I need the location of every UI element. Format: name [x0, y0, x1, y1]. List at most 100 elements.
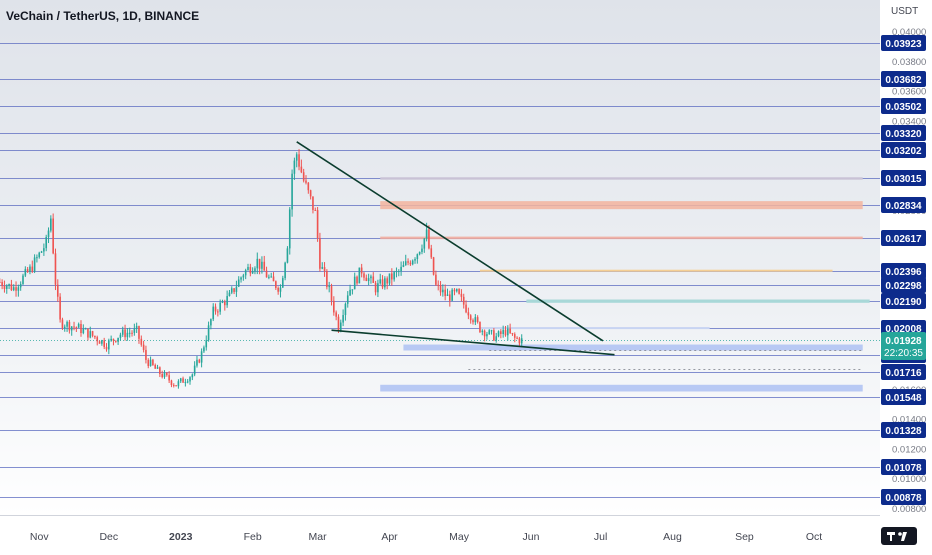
- candle-body: [500, 331, 502, 334]
- candle-body: [275, 281, 277, 288]
- candle-body: [474, 317, 477, 323]
- candle-body: [249, 266, 252, 274]
- level-label-text: 0.03015: [885, 174, 922, 185]
- candle-body: [172, 385, 175, 387]
- candle-body: [465, 304, 467, 313]
- time-tick-label: Sep: [735, 531, 754, 543]
- level-label-box: [881, 170, 926, 186]
- candle-body: [481, 330, 484, 333]
- candle-body: [302, 172, 305, 181]
- price-tick-label: 0.01200: [892, 444, 926, 455]
- candle-body: [458, 288, 460, 294]
- candle-body: [335, 312, 337, 317]
- candle-body: [367, 278, 370, 281]
- candle-body: [349, 289, 351, 296]
- time-tick-label: 2023: [169, 531, 193, 543]
- candle-body: [439, 285, 442, 293]
- trendline-upper[interactable]: [296, 141, 604, 342]
- level-label-text: 0.00878: [885, 493, 922, 504]
- candle-body: [277, 287, 279, 292]
- level-label-text: 0.02834: [885, 201, 922, 212]
- trendline-lower[interactable]: [331, 329, 615, 356]
- currency-label: USDT: [891, 6, 919, 17]
- candle-body: [351, 289, 354, 291]
- candle-body: [346, 295, 349, 304]
- candle-body: [319, 237, 321, 269]
- price-tick-label: 0.01000: [892, 474, 926, 485]
- candle-body: [286, 248, 289, 263]
- candle-body: [490, 330, 493, 332]
- candle-body: [511, 333, 514, 335]
- candle-body: [328, 286, 331, 288]
- candle-body: [175, 385, 177, 387]
- time-tick-label: May: [449, 531, 470, 543]
- candle-body: [288, 209, 291, 249]
- candle-body: [388, 273, 391, 284]
- candle-body: [131, 332, 133, 334]
- candle-body: [330, 286, 333, 301]
- candle-body: [10, 284, 13, 291]
- candle-body: [374, 282, 377, 293]
- candle-body: [486, 334, 488, 337]
- candle-body: [265, 270, 268, 278]
- level-label-box: [881, 142, 926, 158]
- level-label-text: 0.02617: [885, 234, 922, 245]
- candle-body: [476, 317, 479, 322]
- candle-body: [483, 330, 486, 337]
- candle-body: [45, 237, 48, 249]
- candle-body: [358, 267, 361, 284]
- candle-body: [91, 331, 94, 336]
- candle-body: [300, 166, 303, 173]
- candle-body: [393, 272, 395, 280]
- level-label-text: 0.03202: [885, 146, 922, 157]
- candle-body: [214, 306, 217, 312]
- time-tick-label: Aug: [663, 531, 682, 543]
- candle-body: [152, 359, 154, 365]
- candle-body: [258, 258, 261, 269]
- candle-body: [504, 329, 507, 336]
- level-label-text: 0.03682: [885, 75, 922, 86]
- candle-body: [182, 378, 184, 383]
- candle-body: [54, 253, 57, 285]
- candle-body: [421, 248, 423, 252]
- price-zone: [479, 327, 710, 330]
- candle-body: [96, 337, 99, 342]
- candle-body: [432, 257, 435, 275]
- candle-body: [103, 340, 105, 347]
- candle-body: [207, 325, 210, 341]
- candle-body: [66, 321, 68, 327]
- candle-body: [455, 288, 458, 292]
- candle-body: [135, 326, 138, 329]
- candle-body: [242, 275, 245, 278]
- candle-body: [372, 276, 375, 283]
- candle-body: [221, 301, 224, 303]
- candle-body: [61, 319, 64, 328]
- candle-body: [56, 284, 59, 297]
- candle-body: [365, 277, 368, 281]
- level-label-box: [881, 35, 926, 51]
- candle-body: [493, 330, 495, 341]
- price-zone: [380, 177, 863, 180]
- candle-body: [29, 266, 31, 272]
- level-label-text: 0.01548: [885, 393, 922, 404]
- candle-body: [40, 251, 43, 253]
- candle-body: [293, 160, 296, 174]
- candle-body: [425, 229, 428, 239]
- candle-body: [226, 296, 228, 306]
- level-label-text: 0.01328: [885, 426, 922, 437]
- candle-body: [177, 381, 180, 387]
- candle-body: [430, 248, 433, 258]
- level-label-box: [881, 71, 926, 87]
- candle-body: [254, 268, 256, 272]
- candle-body: [108, 340, 110, 350]
- candle-body: [268, 276, 270, 278]
- current-price-box: [881, 332, 926, 360]
- candle-body: [414, 259, 416, 261]
- candle-body: [451, 289, 453, 301]
- candle-body: [384, 278, 386, 288]
- candle-body: [3, 286, 6, 289]
- candle-body: [159, 367, 161, 375]
- candle-body: [52, 218, 54, 254]
